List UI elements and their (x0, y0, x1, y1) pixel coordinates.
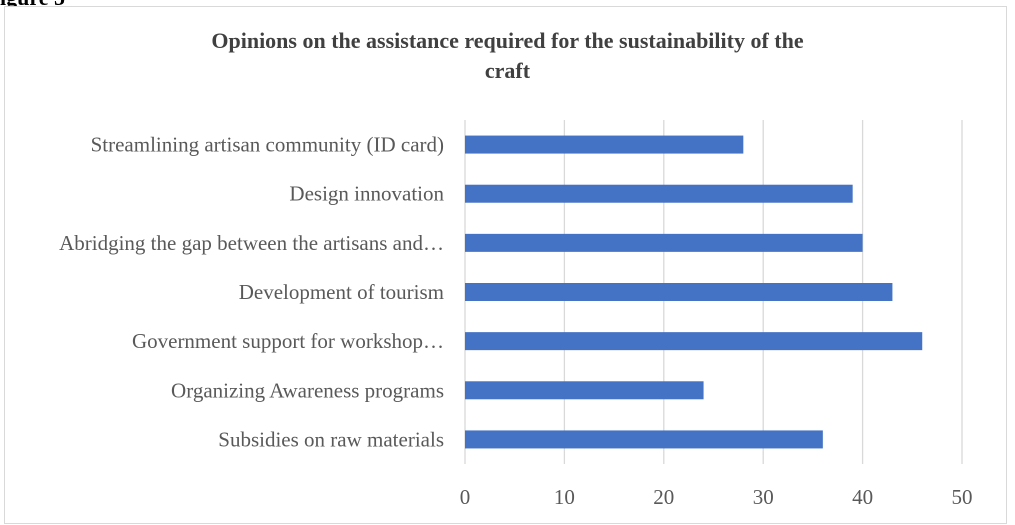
x-axis-tick-labels: 0 10 20 30 40 50 (460, 485, 973, 509)
category-labels: Streamlining artisan community (ID card)… (59, 133, 444, 452)
x-tick-label: 30 (753, 485, 774, 509)
category-label: Streamlining artisan community (ID card) (91, 133, 444, 157)
bar (465, 332, 923, 351)
chart-title-line-1: Opinions on the assistance required for … (211, 28, 804, 53)
chart-title-line-2: craft (484, 58, 531, 83)
bar (465, 135, 744, 154)
figure-caption-fragment: igure 5 (0, 0, 65, 11)
category-label: Government support for workshop… (132, 329, 444, 353)
bars (465, 135, 923, 449)
bar (465, 184, 853, 203)
chart-title: Opinions on the assistance required for … (0, 26, 1015, 86)
category-label: Subsidies on raw materials (218, 427, 444, 451)
x-tick-label: 0 (460, 485, 471, 509)
bar (465, 283, 893, 301)
bar (465, 381, 704, 400)
bar (465, 233, 863, 252)
x-tick-label: 20 (653, 485, 674, 509)
category-label: Design innovation (289, 182, 444, 206)
category-label: Organizing Awareness programs (171, 378, 444, 402)
x-tick-label: 40 (852, 485, 873, 509)
category-label: Abridging the gap between the artisans a… (59, 231, 444, 255)
category-label: Development of tourism (239, 280, 444, 304)
x-tick-label: 10 (554, 485, 575, 509)
x-tick-label: 50 (952, 485, 973, 509)
bar (465, 430, 823, 449)
